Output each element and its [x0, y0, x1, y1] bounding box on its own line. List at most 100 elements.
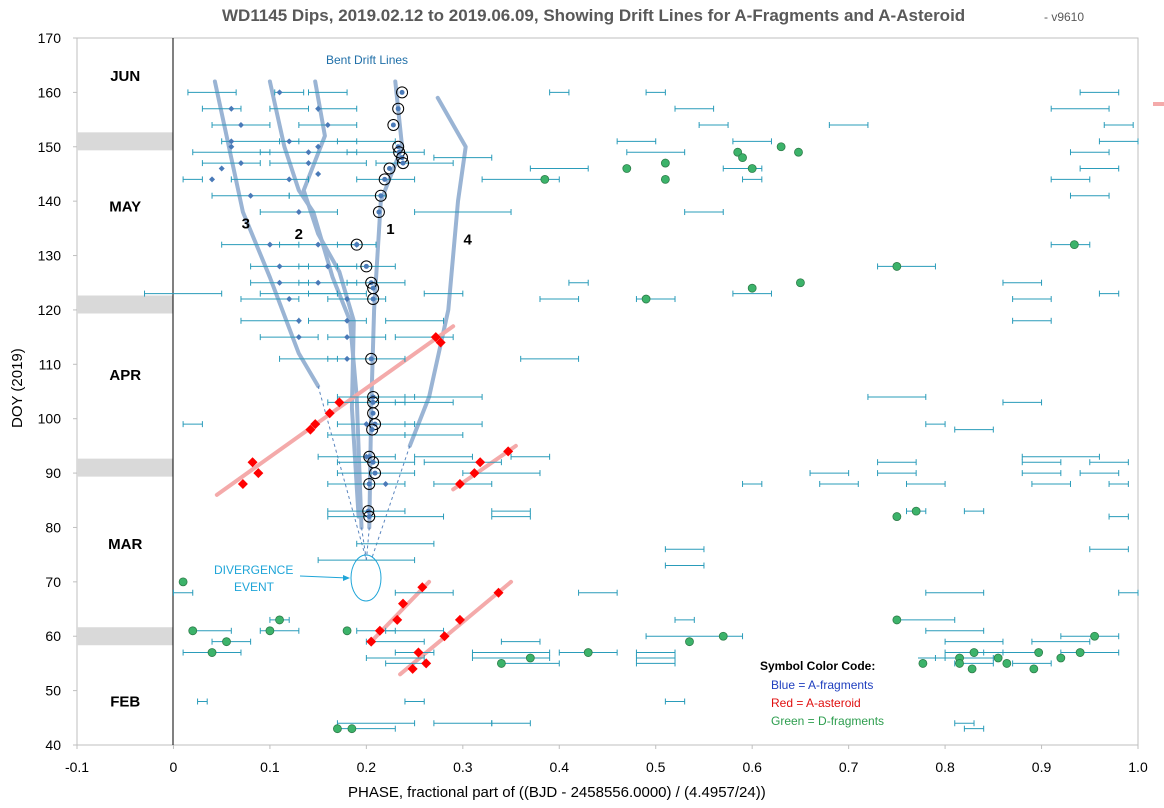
error-bar	[394, 589, 454, 596]
blue-point	[344, 296, 351, 303]
circle-center-dot	[390, 122, 396, 128]
x-tick-label: 0.4	[550, 759, 570, 775]
legend-item-blue: Blue = A-fragments	[771, 678, 873, 692]
blue-point	[247, 192, 254, 199]
error-bar	[684, 209, 724, 216]
red-point	[493, 587, 504, 598]
blue-point	[286, 138, 293, 145]
y-axis-label: DOY (2019)	[9, 348, 26, 428]
error-bar	[144, 290, 223, 297]
error-bar	[664, 698, 686, 705]
error-bar	[1118, 589, 1139, 596]
green-point	[525, 653, 535, 663]
x-tick-label: 0.7	[839, 759, 859, 775]
month-label: APR	[109, 367, 141, 384]
green-point	[969, 648, 979, 657]
drift-line-number: 1	[386, 221, 394, 238]
red-point	[305, 424, 316, 435]
circled-point	[396, 86, 409, 99]
error-bar	[1079, 470, 1120, 477]
circle-marker	[392, 102, 405, 115]
y-tick-label: 110	[39, 356, 62, 372]
green-point	[188, 626, 198, 636]
x-tick-label: 0.1	[260, 759, 280, 775]
blue-point	[237, 122, 244, 129]
error-bar	[819, 480, 859, 487]
error-bar	[201, 160, 261, 167]
error-bar	[307, 89, 348, 96]
error-bar	[616, 138, 657, 145]
error-bar	[414, 209, 512, 216]
error-bar	[414, 453, 473, 460]
drift-line-number: 2	[295, 226, 303, 243]
blue-point	[315, 241, 322, 248]
circle-marker	[366, 423, 379, 436]
error-bar	[182, 176, 203, 183]
error-bar	[698, 122, 729, 129]
error-bar	[394, 334, 454, 341]
circled-point	[378, 173, 391, 186]
green-point	[967, 664, 977, 674]
error-bar	[1060, 633, 1120, 640]
green-point	[641, 294, 651, 304]
legend-item-red: Red = A-asteroid	[771, 696, 861, 710]
month-label: JUN	[110, 68, 140, 85]
red-point	[334, 397, 345, 408]
circle-center-dot	[354, 242, 360, 248]
red-point	[469, 468, 480, 479]
error-bar	[674, 616, 695, 623]
blue-point	[344, 334, 351, 341]
error-bar	[327, 334, 387, 341]
error-bar	[394, 399, 454, 406]
green-point	[1034, 648, 1044, 657]
error-bar	[674, 105, 715, 112]
error-bar	[404, 432, 464, 439]
error-bar	[1021, 459, 1062, 466]
circle-marker	[369, 467, 382, 480]
circle-center-dot	[370, 459, 376, 465]
error-bar	[1002, 399, 1043, 406]
green-point	[918, 659, 928, 668]
red-point	[454, 478, 465, 489]
error-bar	[963, 725, 985, 732]
green-point	[622, 164, 632, 173]
drift-dashed-line	[370, 445, 411, 561]
y-tick-label: 90	[45, 465, 61, 481]
green-point	[1029, 664, 1039, 674]
circle-center-dot	[370, 399, 376, 405]
month-band	[77, 132, 174, 151]
error-bar	[356, 540, 435, 547]
blue-point	[286, 176, 293, 183]
error-bar	[327, 355, 406, 362]
error-bar	[1012, 660, 1052, 667]
error-bar	[925, 627, 985, 634]
red-point	[366, 636, 377, 647]
circle-marker	[383, 162, 396, 175]
error-bar	[404, 421, 483, 428]
error-bar	[1098, 290, 1120, 297]
error-bar	[327, 296, 387, 303]
drift-line-number: 3	[242, 215, 250, 232]
circle-center-dot	[363, 263, 369, 269]
error-bar	[433, 154, 493, 161]
circled-point	[369, 467, 382, 480]
green-point	[685, 637, 694, 647]
error-bar	[346, 149, 425, 156]
error-bar	[172, 589, 194, 596]
blue-point	[324, 263, 331, 270]
blue-point	[305, 149, 312, 156]
error-bar	[269, 105, 309, 112]
error-bar	[742, 480, 763, 487]
month-label: MAR	[108, 536, 142, 553]
green-point	[1002, 659, 1012, 668]
green-point	[794, 147, 803, 157]
circle-marker	[363, 510, 376, 523]
circle-center-dot	[369, 427, 375, 433]
circle-marker	[360, 260, 373, 273]
blue-point	[315, 143, 322, 150]
error-bar	[877, 470, 917, 477]
error-bar	[944, 638, 1004, 645]
y-tick-label: 160	[38, 84, 62, 100]
red-point	[247, 457, 258, 468]
y-tick-label: 170	[38, 30, 62, 46]
